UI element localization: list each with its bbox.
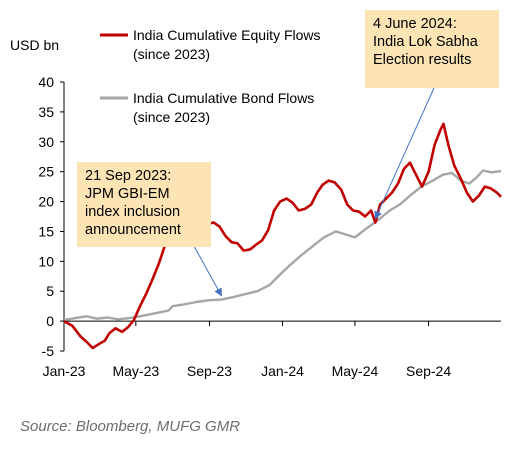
annotation-gbi-em-line: JPM GBI-EM <box>85 186 170 202</box>
x-tick-label: Jan-23 <box>43 363 86 379</box>
legend: India Cumulative Equity Flows (since 2023… <box>100 27 321 125</box>
annotation-election-line: Election results <box>373 52 472 68</box>
annotation-gbi-em-line: index inclusion <box>85 204 181 220</box>
chart: USD bn -5 0 5 10 15 20 25 30 35 40 Jan-23 May-23 Se… <box>10 27 502 379</box>
x-tick-label: Sep-23 <box>187 363 232 379</box>
series-line-bond <box>63 169 502 322</box>
legend-label-bond: India Cumulative Bond Flows <box>133 90 314 106</box>
y-tick-label: -5 <box>42 343 55 359</box>
annotation-election-line: India Lok Sabha <box>373 34 478 50</box>
series-line-equity <box>63 122 502 350</box>
y-tick-label: 0 <box>46 313 54 329</box>
y-tick-label: 15 <box>38 223 54 239</box>
y-tick-label: 35 <box>38 104 54 120</box>
legend-label-bond: (since 2023) <box>133 109 210 125</box>
source-note: Source: Bloomberg, MUFG GMR <box>20 418 241 435</box>
x-tick-label: Jan-24 <box>261 363 304 379</box>
y-tick-label: 40 <box>38 74 54 90</box>
annotation-gbi-em: 21 Sep 2023: JPM GBI-EM index inclusion … <box>77 162 211 247</box>
series-layer <box>63 122 502 350</box>
y-tick-label: 20 <box>38 194 54 210</box>
legend-label-equity: (since 2023) <box>133 46 210 62</box>
y-tick-label: 25 <box>38 164 54 180</box>
annotation-gbi-em-line: 21 Sep 2023: <box>85 168 172 184</box>
y-tick-label: 5 <box>46 283 54 299</box>
annotation-election: 4 June 2024: India Lok Sabha Election re… <box>365 10 499 88</box>
x-tick-label: May-24 <box>332 363 379 379</box>
annotation-arrow-election <box>374 87 435 220</box>
annotation-gbi-em-line: announcement <box>85 222 181 238</box>
legend-label-equity: India Cumulative Equity Flows <box>133 27 321 43</box>
annotation-arrows <box>184 87 435 297</box>
x-axis: Jan-23 May-23 Sep-23 Jan-24 May-24 Sep-24 <box>43 320 501 379</box>
y-tick-label: 10 <box>38 253 54 269</box>
annotation-election-line: 4 June 2024: <box>373 16 457 32</box>
y-axis: -5 0 5 10 15 20 25 30 35 40 <box>38 74 65 359</box>
x-tick-label: May-23 <box>112 363 159 379</box>
y-tick-label: 30 <box>38 134 54 150</box>
x-tick-label: Sep-24 <box>406 363 451 379</box>
y-axis-label: USD bn <box>10 37 59 53</box>
